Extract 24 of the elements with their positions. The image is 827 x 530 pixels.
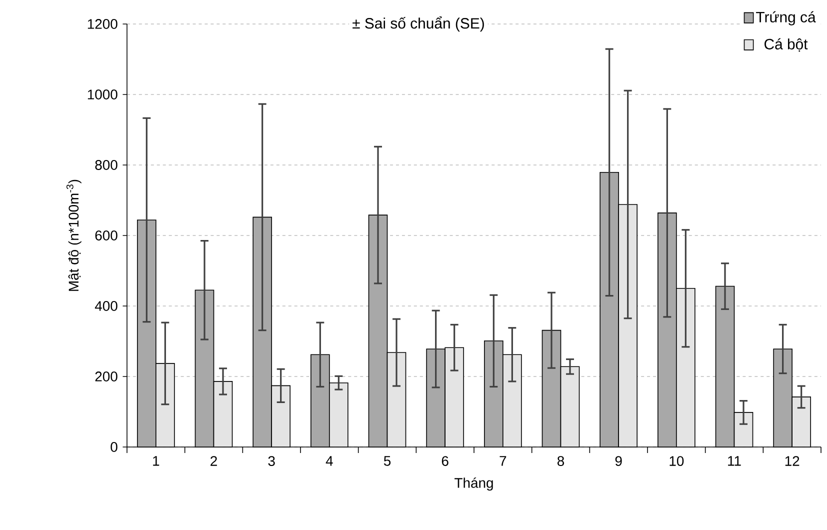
- x-tick-label: 3: [268, 456, 275, 466]
- x-tick-label: 11: [728, 456, 741, 466]
- y-tick-label: 1000: [88, 90, 118, 100]
- x-tick-label: 1: [153, 456, 160, 466]
- y-axis-title: Mật độ (n*100m$^{-3}$): [66, 180, 82, 291]
- y-tick-label: 600: [95, 230, 118, 240]
- x-tick-label: 10: [670, 456, 684, 466]
- x-axis-title: Tháng: [454, 477, 493, 491]
- x-tick-label: 4: [326, 456, 333, 466]
- x-tick-label: 9: [615, 456, 622, 466]
- y-tick-label: 0: [110, 442, 118, 452]
- y-tick-label: 800: [95, 160, 118, 170]
- annotation: ± Sai số chuẩn (SE): [352, 16, 484, 32]
- y-tick-label: 200: [95, 372, 118, 382]
- x-tick-label: 8: [557, 456, 564, 466]
- y-tick-label: 400: [94, 301, 118, 311]
- x-tick-label: 7: [500, 456, 506, 466]
- x-tick-label: 5: [384, 456, 391, 466]
- x-tick-label: 2: [210, 456, 217, 466]
- y-tick-label: 1200: [88, 19, 118, 29]
- x-tick-label: 6: [442, 456, 448, 466]
- legend-label: Cá bột: [764, 38, 808, 52]
- legend-label: Trứng cá: [756, 11, 816, 26]
- x-tick-label: 12: [785, 456, 800, 466]
